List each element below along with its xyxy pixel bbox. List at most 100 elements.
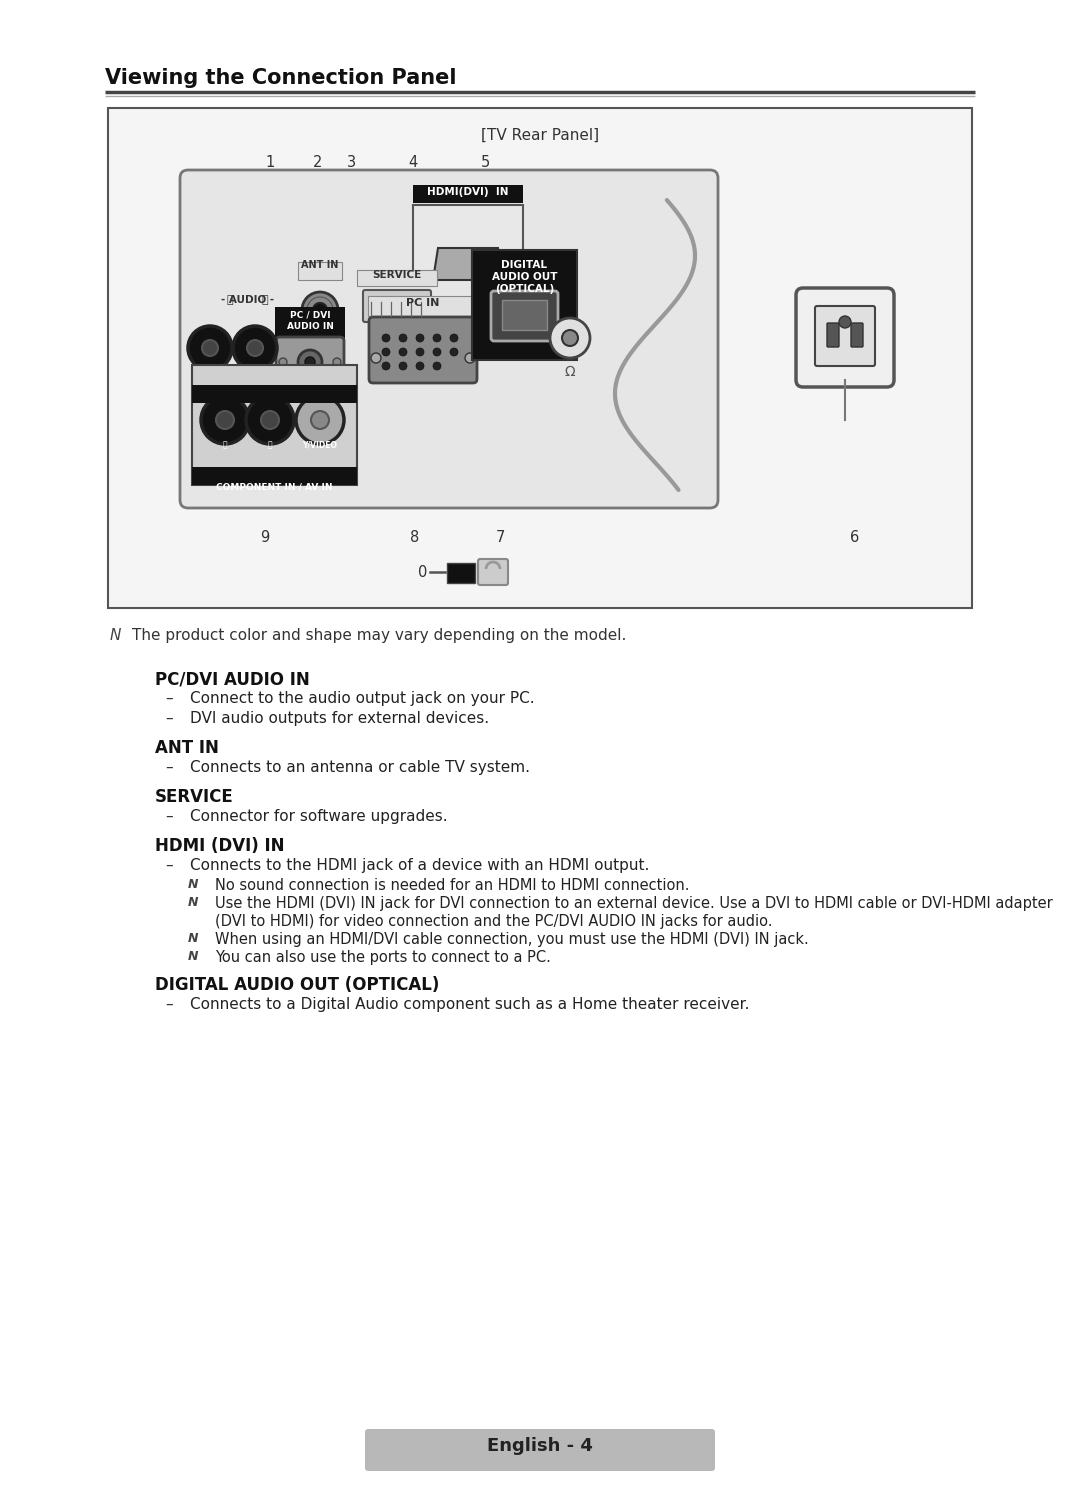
Circle shape: [311, 411, 329, 429]
Circle shape: [246, 396, 294, 443]
Circle shape: [399, 348, 407, 356]
Text: Ω: Ω: [565, 365, 576, 379]
Text: 9: 9: [260, 530, 270, 545]
FancyBboxPatch shape: [491, 292, 558, 341]
Circle shape: [188, 326, 232, 371]
Circle shape: [550, 318, 590, 359]
Text: N: N: [110, 628, 121, 643]
Circle shape: [296, 396, 345, 443]
Text: English - 4: English - 4: [487, 1437, 593, 1455]
FancyBboxPatch shape: [369, 317, 477, 382]
FancyBboxPatch shape: [192, 365, 357, 485]
Text: Connects to the HDMI jack of a device with an HDMI output.: Connects to the HDMI jack of a device wi…: [190, 859, 649, 873]
Text: When using an HDMI/DVI cable connection, you must use the HDMI (DVI) IN jack.: When using an HDMI/DVI cable connection,…: [215, 931, 809, 946]
Text: N: N: [188, 949, 199, 963]
Circle shape: [333, 359, 341, 366]
Text: ANT IN: ANT IN: [156, 740, 219, 757]
Text: SERVICE: SERVICE: [156, 789, 233, 806]
FancyBboxPatch shape: [363, 290, 431, 321]
Text: Ⓡ: Ⓡ: [227, 295, 233, 305]
Text: Connects to an antenna or cable TV system.: Connects to an antenna or cable TV syste…: [190, 760, 530, 775]
Circle shape: [372, 353, 381, 363]
Text: Connect to the audio output jack on your PC.: Connect to the audio output jack on your…: [190, 690, 535, 705]
Text: [TV Rear Panel]: [TV Rear Panel]: [481, 128, 599, 143]
Text: AUDIO IN: AUDIO IN: [286, 321, 334, 330]
Circle shape: [382, 333, 390, 342]
Circle shape: [433, 348, 441, 356]
Text: - AUDIO -: - AUDIO -: [221, 295, 274, 305]
Circle shape: [839, 315, 851, 327]
Text: 5: 5: [481, 155, 489, 170]
FancyBboxPatch shape: [275, 307, 345, 339]
Text: 6: 6: [850, 530, 860, 545]
Circle shape: [233, 326, 276, 371]
Text: HDMI (DVI) IN: HDMI (DVI) IN: [156, 836, 284, 856]
FancyBboxPatch shape: [472, 250, 577, 360]
Text: COMPONENT IN / AV IN: COMPONENT IN / AV IN: [216, 484, 333, 493]
Text: No sound connection is needed for an HDMI to HDMI connection.: No sound connection is needed for an HDM…: [215, 878, 689, 893]
Text: DIGITAL AUDIO OUT (OPTICAL): DIGITAL AUDIO OUT (OPTICAL): [156, 976, 440, 994]
Text: Use the HDMI (DVI) IN jack for DVI connection to an external device. Use a DVI t: Use the HDMI (DVI) IN jack for DVI conne…: [215, 896, 1053, 911]
Text: (DVI to HDMI) for video connection and the PC/DVI AUDIO IN jacks for audio.: (DVI to HDMI) for video connection and t…: [215, 914, 772, 929]
Text: 3: 3: [348, 155, 356, 170]
Text: PC IN: PC IN: [406, 298, 440, 308]
Circle shape: [202, 339, 218, 356]
Circle shape: [247, 339, 264, 356]
Circle shape: [261, 411, 279, 429]
Text: AUDIO OUT: AUDIO OUT: [491, 272, 557, 283]
FancyBboxPatch shape: [447, 562, 475, 583]
FancyBboxPatch shape: [192, 385, 357, 403]
FancyBboxPatch shape: [502, 301, 546, 330]
Text: –: –: [165, 809, 173, 824]
Text: N: N: [188, 896, 199, 909]
Circle shape: [416, 362, 424, 371]
Circle shape: [216, 411, 234, 429]
Circle shape: [305, 357, 315, 368]
Circle shape: [302, 292, 338, 327]
Circle shape: [450, 348, 458, 356]
Text: 8: 8: [410, 530, 420, 545]
FancyBboxPatch shape: [180, 170, 718, 507]
Text: ⓗ: ⓗ: [268, 440, 272, 449]
Circle shape: [433, 362, 441, 371]
Text: DIGITAL: DIGITAL: [501, 260, 548, 269]
Text: 7: 7: [496, 530, 504, 545]
Circle shape: [382, 348, 390, 356]
Text: You can also use the ports to connect to a PC.: You can also use the ports to connect to…: [215, 949, 551, 966]
FancyBboxPatch shape: [478, 559, 508, 585]
Circle shape: [201, 396, 249, 443]
FancyBboxPatch shape: [796, 289, 894, 387]
Circle shape: [279, 359, 287, 366]
FancyBboxPatch shape: [413, 185, 523, 202]
Text: Connector for software upgrades.: Connector for software upgrades.: [190, 809, 447, 824]
Text: 1: 1: [266, 155, 274, 170]
Text: HDMI(DVI)  IN: HDMI(DVI) IN: [428, 187, 509, 196]
Text: –: –: [165, 711, 173, 726]
Circle shape: [416, 348, 424, 356]
Circle shape: [433, 333, 441, 342]
Text: Connects to a Digital Audio component such as a Home theater receiver.: Connects to a Digital Audio component su…: [190, 997, 750, 1012]
Circle shape: [399, 362, 407, 371]
Text: –: –: [165, 690, 173, 705]
Circle shape: [416, 333, 424, 342]
Text: –: –: [165, 859, 173, 873]
Circle shape: [399, 333, 407, 342]
Text: SERVICE: SERVICE: [373, 269, 421, 280]
Text: 2: 2: [313, 155, 323, 170]
Circle shape: [313, 304, 327, 317]
Circle shape: [465, 353, 475, 363]
Circle shape: [562, 330, 578, 347]
FancyBboxPatch shape: [413, 205, 523, 272]
Text: PC/DVI AUDIO IN: PC/DVI AUDIO IN: [156, 670, 310, 687]
Text: N: N: [188, 878, 199, 891]
Text: Y/VIDEO: Y/VIDEO: [302, 440, 337, 449]
Text: Ⓛ: Ⓛ: [261, 295, 268, 305]
Text: N: N: [188, 931, 199, 945]
Text: The product color and shape may vary depending on the model.: The product color and shape may vary dep…: [132, 628, 626, 643]
Text: ⓗ: ⓗ: [222, 440, 227, 449]
Text: Viewing the Connection Panel: Viewing the Connection Panel: [105, 68, 457, 88]
Polygon shape: [433, 248, 503, 280]
Text: ANT IN: ANT IN: [301, 260, 339, 269]
FancyBboxPatch shape: [108, 109, 972, 609]
Circle shape: [450, 333, 458, 342]
